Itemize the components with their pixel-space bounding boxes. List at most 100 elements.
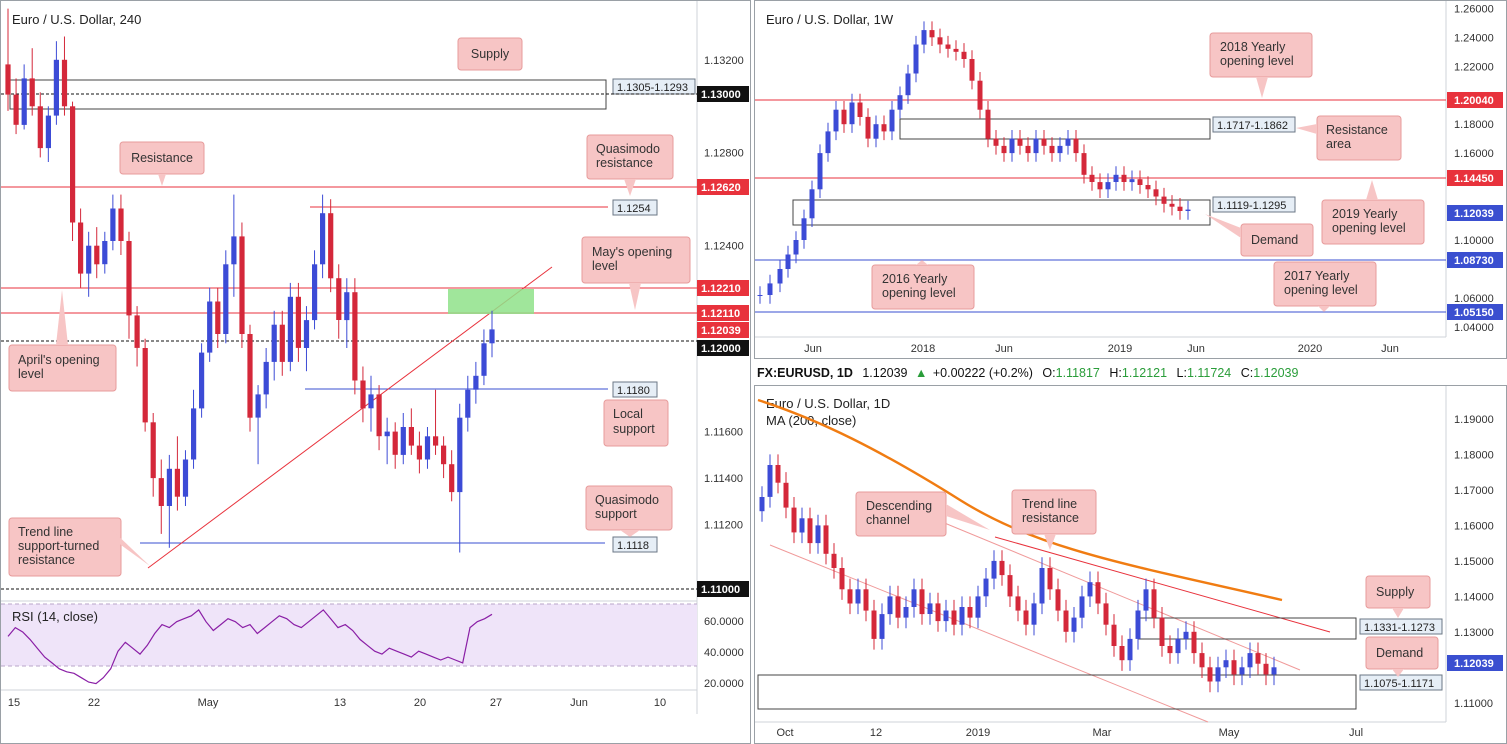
y-tick-label: 1.06000 [1454,293,1494,305]
h4-candle [247,334,253,418]
svg-text:Quasimodo: Quasimodo [596,142,660,156]
w1-title: Euro / U.S. Dollar, 1W [766,12,894,27]
x-tick-label: Jun [995,343,1013,355]
w1-candle [905,73,911,96]
w1-candle [881,124,887,132]
d1-chart: Euro / U.S. Dollar, 1D MA (200, close) 1… [757,396,1503,739]
h4-callout-local-support: Local support [603,399,669,447]
symbol-c-label: C: [1241,366,1254,380]
w1-chart: Euro / U.S. Dollar, 1W 1.260001.240001.2… [755,3,1503,355]
h4-candle [70,106,76,223]
d1-candle [783,482,789,508]
d1-candle [1263,663,1269,675]
d1-callout-trend-line-resistance: Trend line resistance [1011,489,1097,550]
w1-callout-resistance-area: Resistance area [1296,115,1402,161]
y-tick-label: 1.12800 [704,148,744,160]
h4-candle [78,222,84,274]
w1-axis-label-box-3 [1447,252,1503,268]
w1-candle [865,116,871,139]
y-tick-label: 1.12400 [704,241,744,253]
x-tick-label: Jul [1349,727,1363,739]
d1-x-axis: Oct 12 2019 Mar May Jul [776,727,1363,739]
d1-candle [887,596,893,615]
d1-candle [1247,653,1253,668]
w1-axis-label-box-4 [1447,304,1503,320]
symbol-name: FX:EURUSD, 1D [757,366,853,380]
w1-candle [921,30,927,45]
d1-candle [1015,596,1021,611]
h4-axis-label-1-12000: 1.12000 [701,343,741,355]
w1-zone-label-box-1 [1212,116,1296,133]
w1-axis-label-box-1 [1447,92,1503,108]
w1-candle [969,59,975,81]
w1-candle [945,44,951,49]
h4-candle [215,301,221,334]
w1-candle [1073,138,1079,154]
h4-candle [199,352,205,409]
d1-candle [1215,667,1221,682]
d1-candle [1191,631,1197,654]
d1-candle [943,610,949,622]
w1-callout-2017-yearly: 2017 Yearly opening level [1273,261,1377,312]
d1-candle [927,603,933,614]
h4-axis-label-box-1-12000 [697,340,749,356]
h4-title: Euro / U.S. Dollar, 240 [12,12,141,27]
w1-candle [1113,174,1119,182]
y-tick-label: 1.19000 [1454,414,1494,426]
w1-axis-label-3: 1.08730 [1454,255,1494,267]
h4-candle [481,343,487,376]
w1-candle [1025,145,1031,154]
w1-candle [1145,185,1151,190]
h4-candle [29,78,35,107]
w1-candle [985,109,991,139]
d1-candle [847,589,853,604]
h4-candle [5,64,11,95]
svg-text:Demand: Demand [1251,233,1298,247]
y-tick-label: 1.11600 [704,427,743,439]
d1-candle [1055,589,1061,611]
svg-text:opening level: opening level [882,286,956,300]
d1-candle [1151,589,1157,618]
w1-candle [1105,182,1111,190]
x-tick-label: 15 [8,697,20,709]
h4-candle [150,422,156,479]
d1-zone-label-box-2 [1359,674,1443,691]
h4-candle [231,236,237,265]
d1-channel-upper [929,516,1301,671]
w1-candle [1065,138,1071,146]
h4-rsi: RSI (14, close) 60.0000 40.0000 20.0000 [1,603,744,690]
svg-text:opening level: opening level [1284,283,1358,297]
w1-candles [757,21,1191,304]
rsi-band [1,604,697,666]
h4-axis-label-current: 1.12039 [701,325,741,337]
d1-candle [759,497,765,512]
h4-candle [384,431,390,437]
x-tick-label: Jun [570,697,588,709]
x-tick-label: Jun [1381,343,1399,355]
symbol-o-label: O: [1042,366,1055,380]
w1-axis-label-4: 1.05150 [1454,307,1494,319]
d1-y-axis: 1.19000 1.18000 1.17000 1.16000 1.15000 1.140… [1454,414,1494,710]
rsi-ytick-20: 20.0000 [704,678,744,690]
d1-callout-supply: Supply [1365,575,1431,618]
d1-candle [1103,603,1109,625]
w1-callout-2016-yearly: 2016 Yearly opening level [871,260,975,310]
h4-candle [182,459,189,497]
h4-candle [457,417,463,493]
w1-zone-label-box-2 [1212,196,1296,213]
h4-label-box-1254 [612,199,658,216]
h4-label-box-1118 [612,536,658,553]
y-tick-label: 1.04000 [1454,322,1494,334]
h4-candle [295,296,301,348]
y-tick-label: 1.11200 [704,520,743,532]
w1-candle [1001,145,1007,154]
h4-candle [223,264,229,334]
x-tick-label: 2018 [911,343,935,355]
h4-label-1180: 1.1180 [617,385,650,397]
w1-candle [801,218,807,240]
w1-axis-label-1: 1.20040 [1454,95,1494,107]
h4-candle [21,78,27,125]
d1-candle [1127,638,1133,661]
w1-candle [1089,174,1095,182]
w1-candle [1057,145,1063,154]
